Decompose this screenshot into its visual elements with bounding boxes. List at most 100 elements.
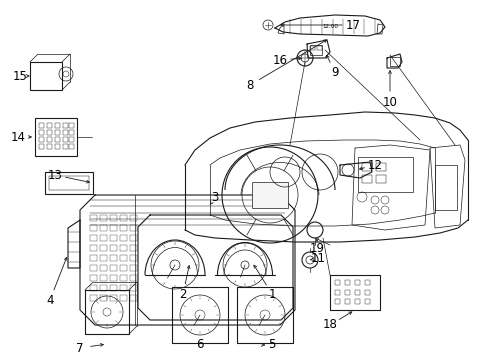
Bar bbox=[55, 123, 60, 128]
Bar bbox=[100, 295, 107, 301]
Bar bbox=[120, 255, 127, 261]
Bar bbox=[354, 280, 359, 285]
Bar bbox=[63, 144, 68, 149]
Bar bbox=[69, 123, 74, 128]
Bar bbox=[334, 290, 339, 295]
Bar bbox=[100, 275, 107, 281]
Bar bbox=[90, 255, 97, 261]
Bar bbox=[63, 130, 68, 135]
Bar bbox=[90, 275, 97, 281]
Bar bbox=[100, 225, 107, 231]
Bar bbox=[110, 285, 117, 291]
Bar bbox=[130, 275, 137, 281]
Bar bbox=[39, 137, 44, 142]
Bar bbox=[47, 137, 52, 142]
Bar bbox=[69, 144, 74, 149]
Bar bbox=[130, 255, 137, 261]
Bar bbox=[47, 123, 52, 128]
Bar bbox=[47, 130, 52, 135]
Text: 17: 17 bbox=[345, 18, 360, 32]
Bar bbox=[39, 123, 44, 128]
Bar bbox=[130, 265, 137, 271]
Text: 13: 13 bbox=[47, 168, 62, 181]
Bar bbox=[345, 299, 349, 304]
Bar bbox=[120, 225, 127, 231]
Bar bbox=[364, 290, 369, 295]
Bar bbox=[130, 225, 137, 231]
Bar bbox=[100, 255, 107, 261]
Bar bbox=[90, 225, 97, 231]
Text: 14: 14 bbox=[10, 131, 25, 144]
Bar bbox=[39, 130, 44, 135]
Bar bbox=[434, 165, 456, 210]
Text: 5: 5 bbox=[268, 338, 275, 351]
Text: 1: 1 bbox=[268, 288, 275, 301]
Bar bbox=[309, 46, 314, 50]
Bar bbox=[49, 176, 89, 190]
Bar bbox=[354, 290, 359, 295]
Bar bbox=[90, 245, 97, 251]
Bar bbox=[130, 295, 137, 301]
Bar bbox=[361, 163, 371, 171]
Bar bbox=[55, 137, 60, 142]
Text: 10: 10 bbox=[382, 95, 397, 108]
Bar bbox=[345, 290, 349, 295]
Bar bbox=[334, 280, 339, 285]
Bar bbox=[334, 299, 339, 304]
Bar bbox=[130, 285, 137, 291]
Bar bbox=[316, 46, 321, 50]
Bar bbox=[100, 245, 107, 251]
Bar bbox=[120, 215, 127, 221]
Bar bbox=[364, 280, 369, 285]
Bar bbox=[120, 275, 127, 281]
Bar bbox=[120, 235, 127, 241]
Bar bbox=[100, 215, 107, 221]
Bar bbox=[100, 285, 107, 291]
Bar bbox=[45, 172, 93, 194]
Text: 4: 4 bbox=[46, 293, 54, 306]
Bar bbox=[30, 62, 62, 90]
Bar bbox=[63, 123, 68, 128]
Bar bbox=[110, 265, 117, 271]
Bar bbox=[69, 130, 74, 135]
Bar bbox=[130, 215, 137, 221]
Text: 8: 8 bbox=[246, 78, 253, 91]
Bar bbox=[35, 118, 77, 156]
Text: 9: 9 bbox=[330, 66, 338, 78]
Bar bbox=[63, 137, 68, 142]
Bar bbox=[110, 235, 117, 241]
Bar bbox=[375, 163, 385, 171]
Text: 12:00: 12:00 bbox=[322, 23, 337, 28]
Bar bbox=[110, 255, 117, 261]
Text: 2: 2 bbox=[179, 288, 186, 301]
Text: 3: 3 bbox=[211, 190, 218, 203]
Bar bbox=[309, 45, 321, 55]
Text: 7: 7 bbox=[76, 342, 83, 355]
Text: 6: 6 bbox=[196, 338, 203, 351]
Bar bbox=[90, 235, 97, 241]
Bar bbox=[361, 175, 371, 183]
Bar bbox=[39, 144, 44, 149]
Bar bbox=[110, 215, 117, 221]
Text: 18: 18 bbox=[322, 319, 337, 332]
Bar bbox=[120, 285, 127, 291]
Bar bbox=[55, 130, 60, 135]
Bar bbox=[345, 280, 349, 285]
Bar bbox=[110, 245, 117, 251]
Bar bbox=[389, 57, 399, 66]
Text: 11: 11 bbox=[310, 252, 325, 265]
Text: 15: 15 bbox=[13, 69, 27, 82]
Bar bbox=[47, 144, 52, 149]
Text: 12: 12 bbox=[367, 158, 382, 171]
Text: 19: 19 bbox=[309, 242, 324, 255]
Bar bbox=[251, 182, 287, 208]
Bar bbox=[354, 299, 359, 304]
Bar bbox=[110, 295, 117, 301]
Bar bbox=[69, 137, 74, 142]
Bar bbox=[110, 225, 117, 231]
Bar bbox=[120, 295, 127, 301]
Bar bbox=[130, 245, 137, 251]
Text: 16: 16 bbox=[272, 54, 287, 67]
Bar bbox=[375, 175, 385, 183]
Bar bbox=[130, 235, 137, 241]
